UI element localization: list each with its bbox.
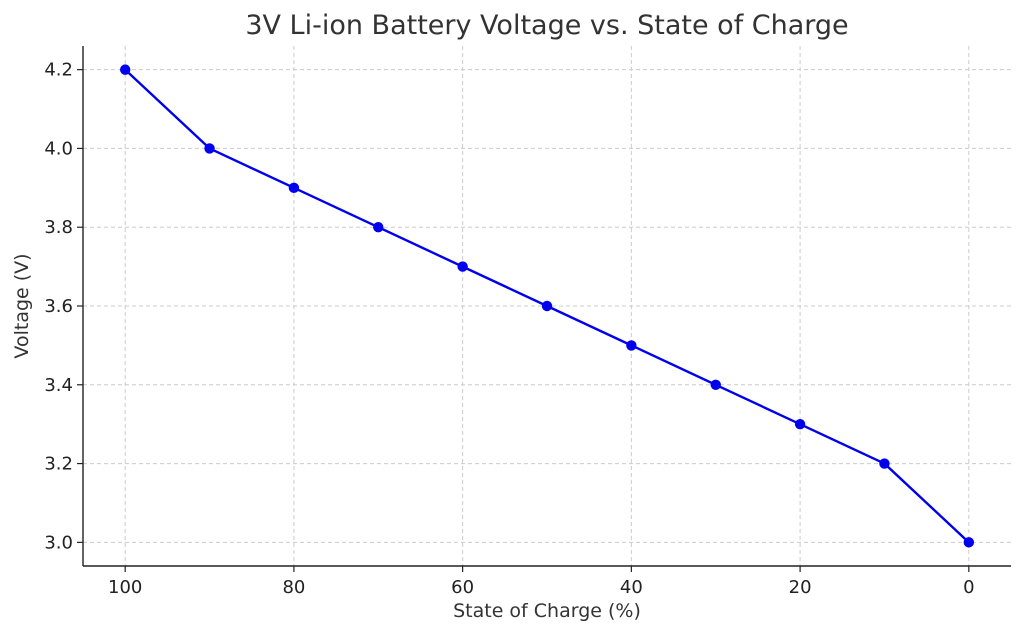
x-tick-label: 60	[451, 577, 474, 598]
x-tick-label: 0	[963, 577, 974, 598]
chart-title: 3V Li-ion Battery Voltage vs. State of C…	[245, 10, 848, 41]
y-tick-label: 4.0	[44, 138, 73, 159]
ticks: 100 80 60 40 20 0 3.0 3.2 3.4 3.6 3.8 4.0 4.2	[44, 60, 974, 598]
data-point	[288, 182, 300, 194]
y-axis-label: Voltage (V)	[11, 253, 33, 358]
x-axis-label: State of Charge (%)	[453, 600, 641, 622]
series	[119, 64, 975, 548]
data-point	[457, 261, 468, 272]
y-tick-label: 3.4	[44, 375, 73, 396]
y-tick-label: 3.0	[44, 532, 73, 553]
data-point	[963, 537, 975, 548]
y-tick-label: 3.8	[44, 217, 73, 238]
x-tick-label: 80	[282, 577, 305, 598]
grid	[83, 46, 1011, 566]
data-point	[119, 64, 131, 75]
data-point	[626, 340, 637, 351]
x-tick-label: 100	[108, 577, 142, 598]
data-point	[541, 300, 553, 312]
data-point	[710, 379, 721, 390]
data-point	[204, 143, 215, 154]
data-point	[879, 458, 890, 469]
y-tick-label: 3.6	[44, 296, 73, 317]
data-point	[794, 418, 806, 430]
data-point	[373, 222, 384, 233]
x-tick-label: 20	[789, 577, 812, 598]
y-tick-label: 4.2	[44, 60, 73, 81]
y-tick-label: 3.2	[44, 454, 73, 475]
x-tick-label: 40	[620, 577, 643, 598]
